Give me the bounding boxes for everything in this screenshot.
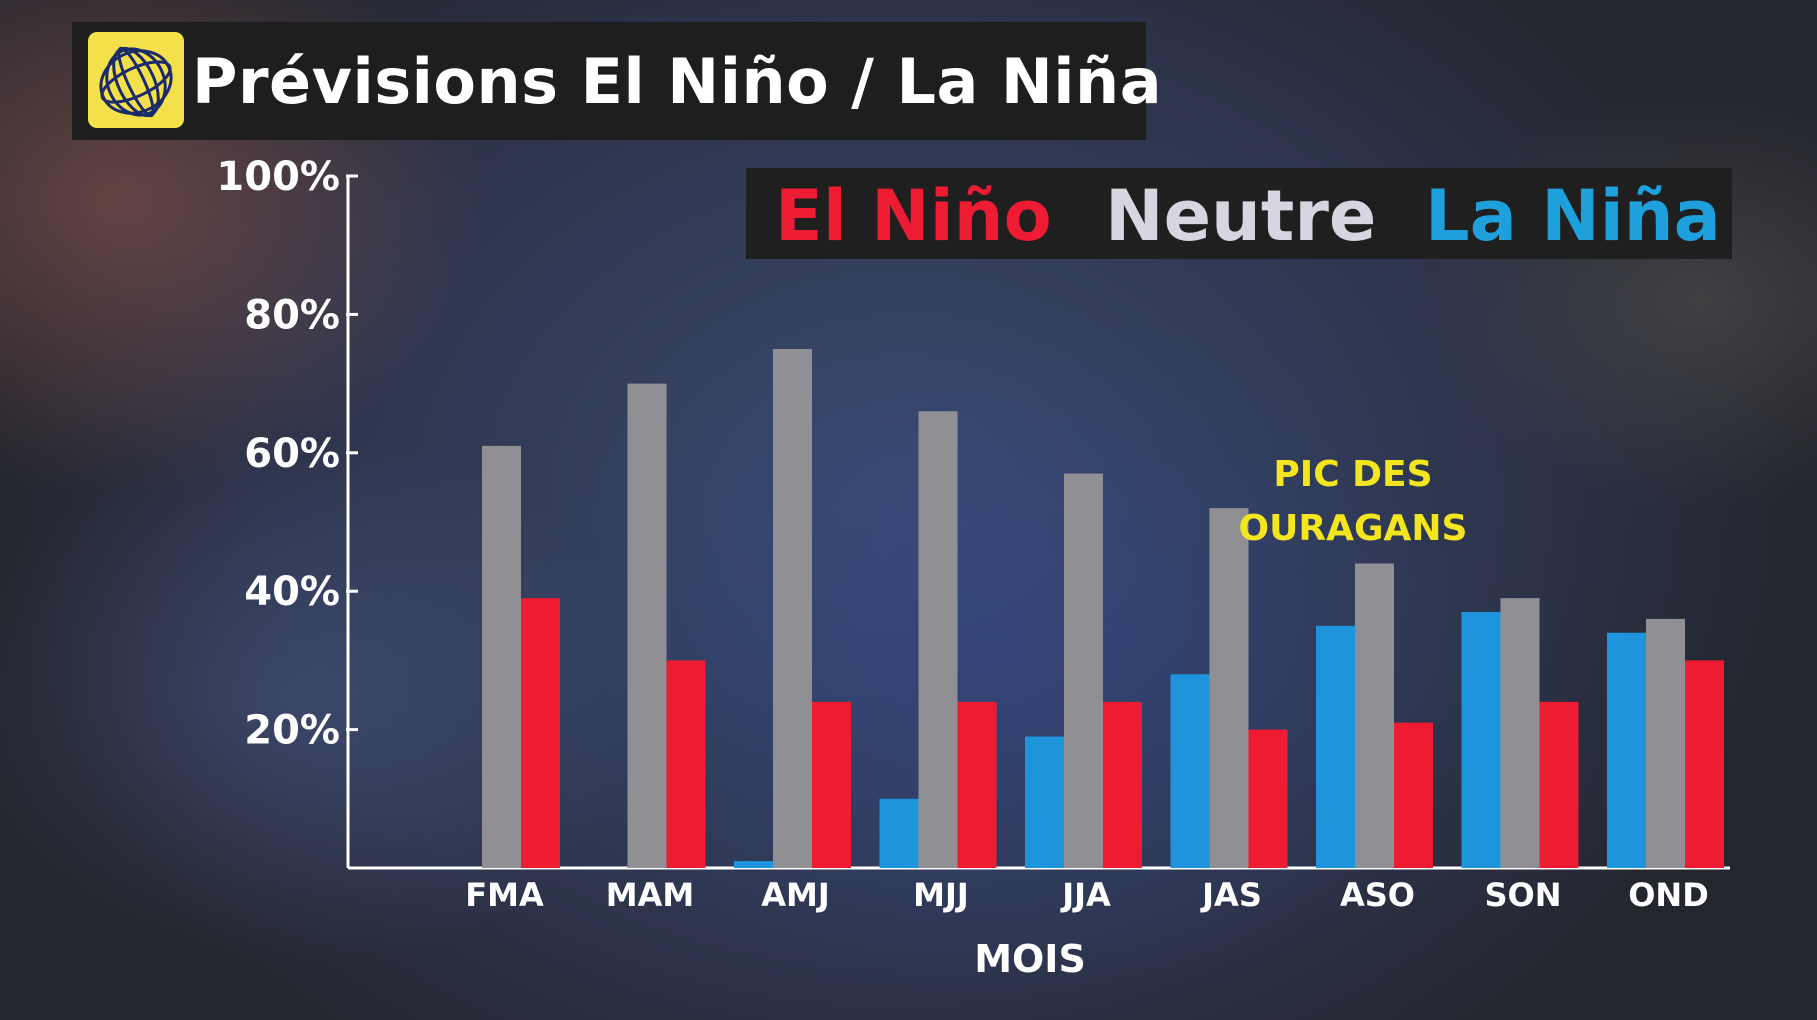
y-tick-label: 60% bbox=[244, 431, 340, 477]
x-tick-label: AMJ bbox=[761, 876, 830, 914]
bar-la-nina-jas bbox=[1170, 674, 1210, 868]
chart-title: Prévisions El Niño / La Niña bbox=[192, 45, 1163, 118]
bar-el-nino-ond bbox=[1685, 660, 1724, 868]
bar-neutre-jas bbox=[1209, 508, 1249, 868]
bar-neutre-amj bbox=[773, 349, 812, 868]
x-axis-label: MOIS bbox=[974, 937, 1086, 981]
bar-neutre-jja bbox=[1064, 473, 1103, 868]
x-tick-label: MJJ bbox=[913, 876, 969, 914]
bar-neutre-mjj bbox=[918, 411, 958, 868]
bar-neutre-son bbox=[1500, 598, 1540, 868]
x-tick-label: JAS bbox=[1200, 876, 1262, 914]
bar-la-nina-jja bbox=[1025, 736, 1064, 868]
bar-la-nina-son bbox=[1461, 611, 1501, 868]
bar-neutre-mam bbox=[627, 383, 667, 868]
bar-el-nino-mjj bbox=[957, 701, 997, 868]
legend-la-nina: La Niña bbox=[1425, 175, 1721, 257]
x-tick-label: JJA bbox=[1060, 876, 1111, 914]
y-tick-label: 40% bbox=[244, 569, 340, 615]
x-tick-label: MAM bbox=[606, 876, 694, 914]
globe-logo-graphic bbox=[99, 46, 173, 118]
globe-logo-icon bbox=[88, 32, 184, 128]
y-tick-label: 20% bbox=[244, 708, 340, 754]
x-tick-label: SON bbox=[1484, 876, 1561, 914]
legend-el-nino: El Niño bbox=[775, 175, 1052, 257]
annotation-line-2: OURAGANS bbox=[1239, 508, 1468, 549]
bar-la-nina-mjj bbox=[879, 798, 919, 868]
bar-neutre-ond bbox=[1646, 618, 1685, 868]
annotation-line-1: PIC DES bbox=[1273, 454, 1432, 495]
bar-el-nino-amj bbox=[812, 701, 851, 868]
y-tick-label: 100% bbox=[216, 154, 340, 200]
bar-la-nina-amj bbox=[734, 861, 773, 868]
legend-neutre: Neutre bbox=[1105, 175, 1377, 257]
bar-la-nina-ond bbox=[1607, 632, 1646, 868]
x-tick-label: FMA bbox=[465, 876, 544, 914]
bar-el-nino-fma bbox=[521, 598, 560, 868]
bar-neutre-aso bbox=[1355, 563, 1394, 868]
bar-la-nina-aso bbox=[1316, 625, 1355, 868]
bar-el-nino-son bbox=[1539, 701, 1579, 868]
bar-el-nino-mam bbox=[666, 660, 706, 868]
x-tick-label: OND bbox=[1628, 876, 1709, 914]
legend-box bbox=[746, 168, 1732, 259]
bar-el-nino-aso bbox=[1394, 722, 1433, 868]
bar-el-nino-jja bbox=[1103, 701, 1142, 868]
y-tick-label: 80% bbox=[244, 292, 340, 338]
title-banner bbox=[72, 22, 1146, 140]
x-tick-label: ASO bbox=[1340, 876, 1415, 914]
bar-neutre-fma bbox=[482, 445, 521, 868]
bar-el-nino-jas bbox=[1248, 729, 1288, 868]
